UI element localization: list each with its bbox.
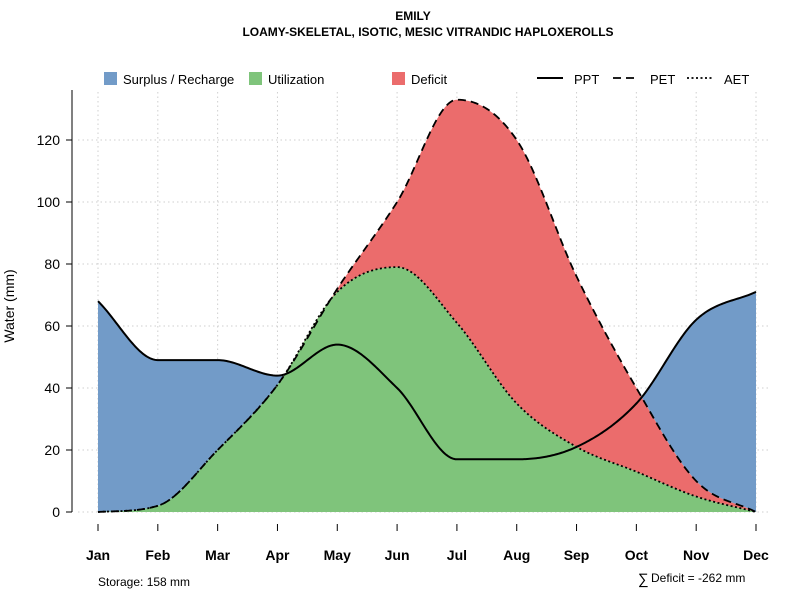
area-deficit bbox=[98, 99, 756, 512]
x-tick-label: Feb bbox=[145, 547, 170, 563]
series-line-ppt bbox=[97, 290, 757, 461]
legend-swatch-surplus-recharge bbox=[104, 72, 117, 85]
x-tick-label: Sep bbox=[564, 547, 590, 563]
x-tick-label: Jun bbox=[385, 547, 410, 563]
y-tick-label: 120 bbox=[37, 132, 61, 148]
y-tick-label: 0 bbox=[52, 504, 60, 520]
legend-swatch-deficit bbox=[392, 72, 405, 85]
y-axis-label: Water (mm) bbox=[1, 269, 17, 342]
series-line-aet bbox=[97, 266, 757, 513]
x-tick-label: Oct bbox=[625, 547, 649, 563]
legend-label: Deficit bbox=[411, 72, 448, 87]
legend: Surplus / Recharge Utilization Deficit PPT P… bbox=[104, 72, 749, 87]
legend-label: PET bbox=[650, 72, 675, 87]
chart-title: EMILY bbox=[395, 9, 431, 23]
series-line-pet bbox=[97, 98, 757, 513]
x-tick-label: Jan bbox=[86, 547, 110, 563]
y-tick-label: 80 bbox=[44, 256, 60, 272]
sum-icon: ∑ bbox=[638, 571, 649, 588]
series-lines bbox=[97, 98, 757, 513]
y-tick-label: 20 bbox=[44, 442, 60, 458]
y-tick-label: 40 bbox=[44, 380, 60, 396]
x-tick-label: Mar bbox=[205, 547, 230, 563]
area-fills bbox=[98, 99, 756, 512]
x-tick-label: Jul bbox=[447, 547, 467, 563]
x-tick-label: Nov bbox=[683, 547, 710, 563]
legend-swatch-utilization bbox=[249, 72, 262, 85]
legend-label: Surplus / Recharge bbox=[123, 72, 234, 87]
x-tick-label: Apr bbox=[265, 547, 290, 563]
y-tick-label: 60 bbox=[44, 318, 60, 334]
storage-label: Storage: 158 mm bbox=[98, 575, 190, 589]
x-tick-label: May bbox=[324, 547, 351, 563]
x-tick-label: Dec bbox=[743, 547, 769, 563]
x-tick-label: Aug bbox=[503, 547, 530, 563]
legend-label: Utilization bbox=[268, 72, 324, 87]
legend-label: PPT bbox=[574, 72, 599, 87]
chart-subtitle: LOAMY-SKELETAL, ISOTIC, MESIC VITRANDIC … bbox=[242, 25, 613, 39]
axes: 0 20 40 60 80 100 120 Jan Feb Mar Apr May Jun Jul Aug S… bbox=[37, 90, 769, 563]
legend-label: AET bbox=[724, 72, 749, 87]
y-tick-label: 100 bbox=[37, 194, 61, 210]
deficit-total-label: Deficit = -262 mm bbox=[651, 571, 745, 585]
area-utilization bbox=[98, 267, 756, 512]
area-surplus-recharge bbox=[98, 99, 756, 512]
